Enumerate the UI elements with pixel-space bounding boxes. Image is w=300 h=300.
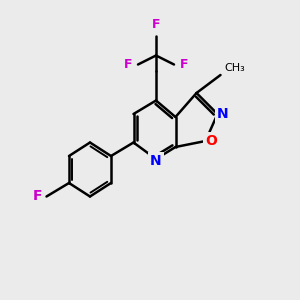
Text: F: F xyxy=(124,58,133,71)
Text: O: O xyxy=(205,134,217,148)
Text: CH₃: CH₃ xyxy=(224,63,245,73)
Text: F: F xyxy=(152,18,160,31)
Text: N: N xyxy=(150,154,162,168)
Text: F: F xyxy=(32,190,42,203)
Text: F: F xyxy=(179,58,188,71)
Text: N: N xyxy=(217,107,229,121)
